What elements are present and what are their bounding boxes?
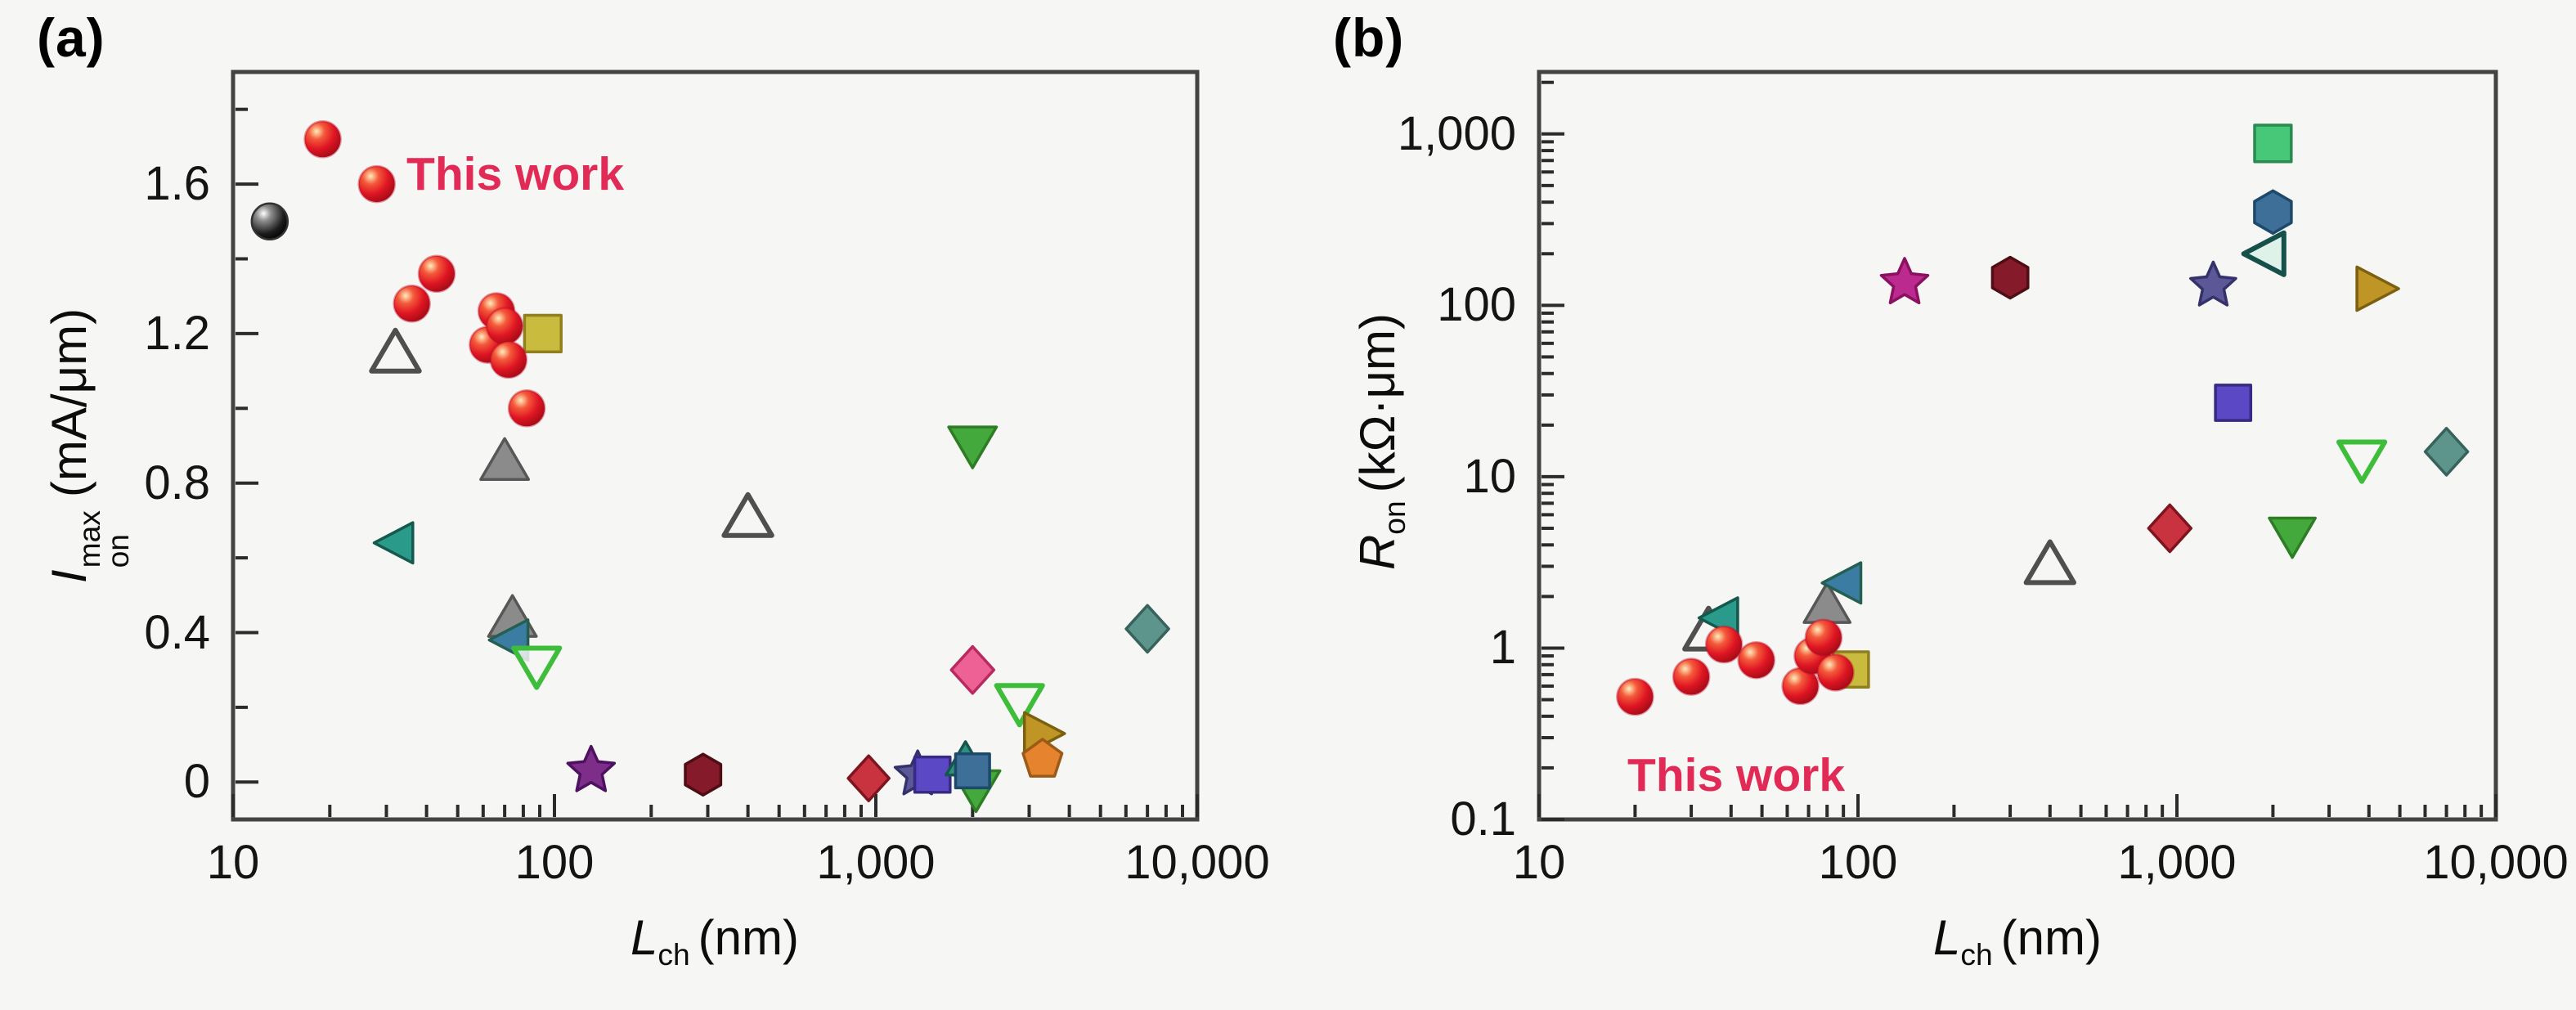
marker-open-green-down-triangle (511, 645, 563, 690)
x-axis-title-a: Lch (nm) (469, 909, 960, 972)
plot-frames (231, 70, 2498, 822)
marker-green-down-triangle (947, 425, 999, 469)
marker-purple-star (566, 744, 617, 792)
x-unit-a: (nm) (698, 910, 799, 965)
panel-b-tag: (b) (1333, 7, 1405, 68)
marker-blueviolet-square (2214, 384, 2253, 422)
y-symbol-b: R (1350, 534, 1405, 571)
x-axis-title-b: Lch (nm) (1772, 909, 2263, 972)
x-unit-b: (nm) (2000, 910, 2102, 965)
marker-this-work (1672, 658, 1711, 696)
marker-this-work (1704, 625, 1744, 664)
marker-green-down-triangle (2268, 516, 2317, 559)
y-superscript-a: max (71, 510, 106, 568)
y-tick-label: 1.6 (144, 157, 210, 211)
y-symbol-a: I (42, 569, 96, 584)
marker-this-work (1816, 653, 1855, 692)
x-tick-label: 1,000 (2117, 836, 2237, 889)
marker-slate-star (2189, 260, 2237, 307)
x-tick-label: 10 (1512, 836, 1566, 889)
marker-open-teal-left-triangle (2241, 230, 2287, 277)
marker-teal-left-triangle (372, 521, 415, 565)
y-tick-label: 0.1 (1450, 792, 1516, 846)
marker-magenta-star (1879, 257, 1930, 305)
x-symbol-b: L (1933, 910, 1961, 965)
marker-this-work (485, 307, 524, 346)
x-tick-label: 100 (1818, 836, 1898, 889)
marker-pink-diamond (949, 644, 996, 695)
marker-teal-diamond (2423, 426, 2470, 477)
marker-open-gray-triangle (369, 327, 422, 374)
data-markers (250, 120, 2470, 814)
y-tick-label: 1.2 (144, 306, 210, 360)
y-tick-label: 0 (183, 755, 210, 809)
panel-a-tag: (a) (37, 7, 105, 68)
x-tick-label: 100 (514, 836, 595, 889)
marker-orange-pentagon (1021, 738, 1064, 778)
marker-this-work (1616, 677, 1654, 716)
marker-gray-triangle (479, 437, 531, 481)
marker-darkred-hexagon (1990, 255, 2030, 300)
marker-this-work (1737, 640, 1775, 680)
axis-ticks (231, 80, 2497, 821)
x-subscript-a: ch (657, 937, 690, 972)
marker-this-work (393, 285, 431, 323)
marker-this-work (489, 340, 528, 379)
marker-teal-diamond (1124, 604, 1170, 654)
annotation-this-work-b: This work (1627, 749, 1846, 801)
x-tick-label: 1,000 (816, 836, 936, 889)
y-tick-label: 1,000 (1397, 106, 1516, 160)
x-tick-label: 10,000 (2423, 836, 2569, 889)
marker-reference-black-sphere (250, 202, 289, 241)
marker-steelblue-square (954, 752, 991, 790)
marker-open-gray-triangle (721, 492, 774, 538)
marker-this-work (357, 164, 396, 204)
x-tick-label: 10,000 (1124, 836, 1270, 889)
y-tick-label: 0.4 (144, 605, 210, 659)
marker-blueviolet-square (913, 755, 952, 794)
y-tick-label: 100 (1437, 278, 1516, 332)
marker-steelblue-left-triangle (1820, 561, 1863, 605)
marker-olive-right-triangle (2355, 265, 2400, 312)
marker-steelblue-hexagon (2253, 189, 2293, 236)
marker-this-work (303, 120, 342, 159)
y-tick-label: 10 (1463, 449, 1516, 503)
x-symbol-a: L (631, 910, 658, 965)
marker-darkred-hexagon (684, 752, 723, 797)
marker-open-green-down-triangle (2336, 439, 2388, 484)
marker-khaki-square (523, 313, 563, 354)
marker-this-work (507, 389, 546, 428)
x-tick-label: 10 (206, 836, 260, 889)
y-subscript-b: on (1377, 501, 1411, 535)
marker-green-square (2253, 123, 2293, 164)
y-tick-label: 1 (1489, 621, 1516, 675)
marker-open-green-down-triangle (994, 683, 1045, 728)
y-tick-label: 0.8 (144, 456, 210, 509)
annotation-this-work-a: This work (406, 148, 625, 200)
x-subscript-b: ch (1960, 937, 1993, 972)
marker-open-gray-triangle (2023, 539, 2077, 586)
marker-crimson-diamond (2147, 503, 2193, 554)
marker-crimson-diamond (846, 754, 891, 802)
marker-this-work (1804, 618, 1843, 657)
y-subscript-a: on (101, 534, 136, 568)
marker-this-work (417, 254, 456, 294)
